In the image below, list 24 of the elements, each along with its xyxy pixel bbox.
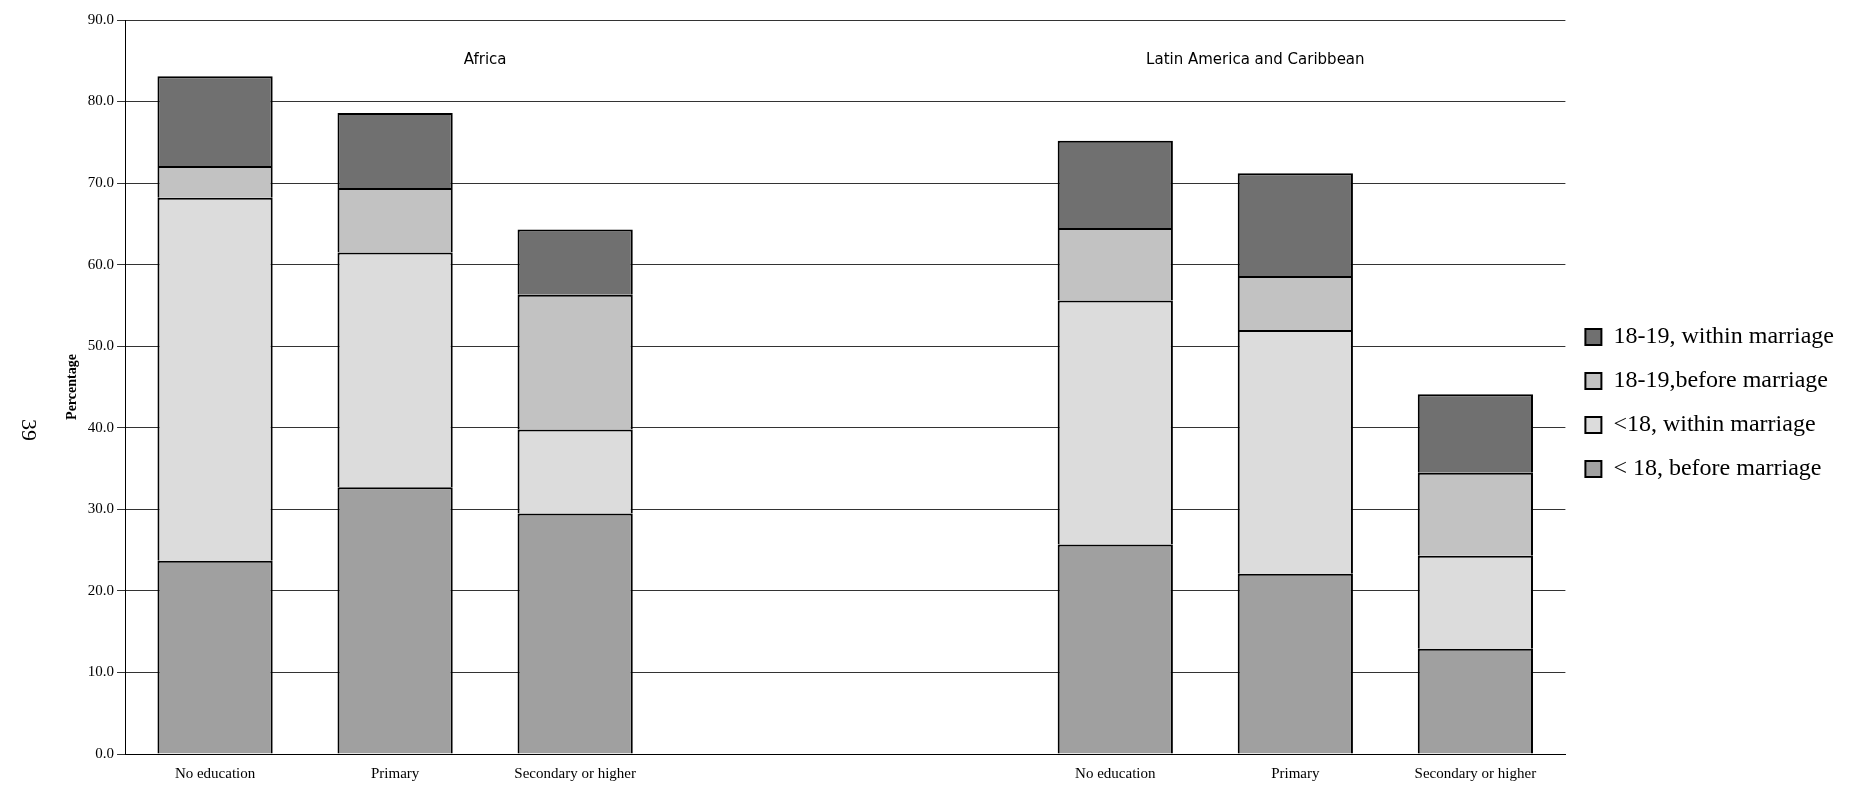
text: 39 xyxy=(17,419,43,441)
y-tick-label: 90.0 xyxy=(87,10,115,27)
y-tick-label: 40.0 xyxy=(87,418,115,435)
y-tick-label: 20.0 xyxy=(87,581,115,598)
legend-label: <18, within marriage xyxy=(1613,410,1816,437)
y-axis-title: Percentage xyxy=(64,354,80,420)
x-tick-label: Primary xyxy=(370,764,420,781)
x-tick-label: Secondary or higher xyxy=(1414,764,1537,781)
y-tick-label: 50.0 xyxy=(87,337,115,354)
y-tick-label: 70.0 xyxy=(87,174,115,191)
legend-label: < 18, before marriage xyxy=(1613,454,1822,481)
annotation: Latin America and Caribbean xyxy=(1146,49,1365,68)
x-tick-label: No education xyxy=(1075,764,1156,781)
y-tick-label: 80.0 xyxy=(87,92,115,109)
x-tick-label: No education xyxy=(174,764,256,781)
y-tick-label: 60.0 xyxy=(87,255,115,272)
x-tick-label: Primary xyxy=(1271,764,1320,781)
x-tick-label: Secondary or higher xyxy=(514,764,636,781)
legend-label: 18-19,before marriage xyxy=(1613,366,1828,393)
y-tick-label: 30.0 xyxy=(87,500,115,517)
annotation: Africa xyxy=(463,49,507,68)
legend-label: 18-19, within marriage xyxy=(1613,322,1834,349)
y-tick-label: 10.0 xyxy=(87,663,115,680)
y-tick-label: 0.0 xyxy=(95,744,115,761)
